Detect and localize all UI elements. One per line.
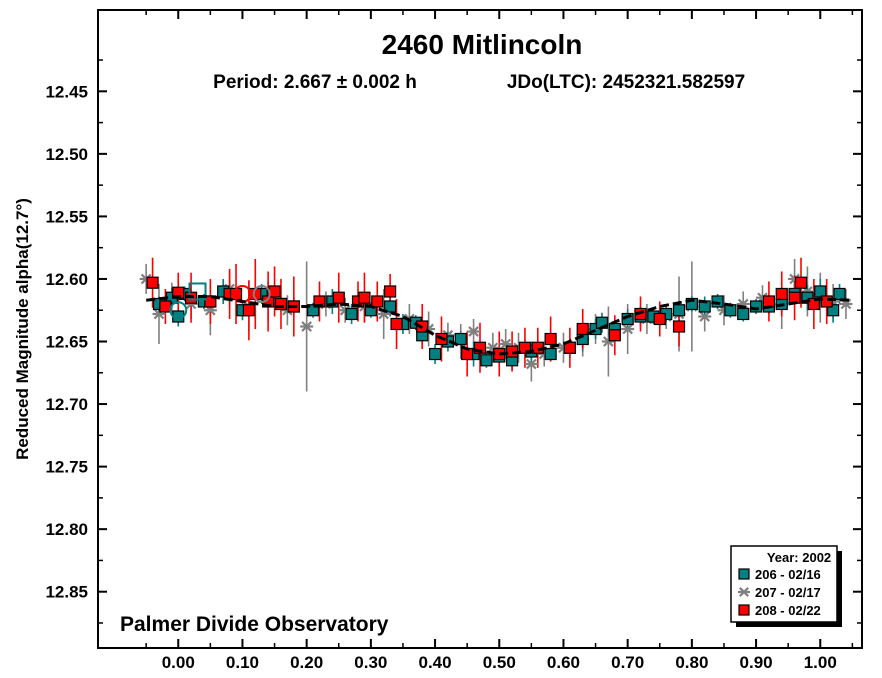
y-tick-label: 12.60	[45, 270, 88, 289]
data-point	[737, 307, 750, 321]
data-point	[827, 304, 840, 317]
data-point	[524, 358, 538, 370]
x-tick-label: 0.80	[675, 653, 708, 672]
data-point	[146, 276, 159, 289]
x-tick-label: 0.00	[162, 653, 195, 672]
data-point	[820, 295, 833, 308]
y-tick-label: 12.55	[45, 207, 88, 226]
data-point	[698, 311, 712, 322]
data-point	[274, 297, 288, 311]
data-point	[428, 347, 442, 361]
y-tick-label: 12.45	[45, 82, 88, 101]
data-point	[358, 291, 371, 304]
x-tick-label: 0.50	[483, 653, 516, 672]
x-tick-label: 1.00	[804, 653, 837, 672]
data-point	[794, 276, 808, 289]
data-point	[306, 304, 320, 317]
y-axis-label: Reduced Magnitude alpha(12.7°)	[13, 198, 32, 460]
data-point	[332, 291, 345, 304]
x-tick-label: 0.10	[226, 653, 259, 672]
y-axis-ticks: 12.45 12.50 12.55 12.60 12.65 12.70 12.75 12.80…	[45, 59, 862, 624]
data-point	[576, 322, 589, 336]
fit-curve-layer	[146, 295, 853, 356]
data-point	[749, 300, 763, 313]
data-point	[242, 304, 255, 317]
data-point	[518, 341, 532, 354]
highlight-marker	[252, 284, 271, 303]
data-point	[384, 300, 397, 313]
data-point	[685, 297, 698, 311]
data-point	[833, 287, 846, 301]
legend: Year: 2002 206 - 02/16 207 - 02/17 208 - 0…	[730, 545, 842, 627]
data-point	[268, 285, 281, 298]
x-tick-label: 0.40	[419, 653, 452, 672]
data-point	[544, 347, 557, 361]
data-point	[621, 312, 634, 326]
data-point	[384, 285, 397, 298]
highlight-marker	[188, 282, 207, 301]
data-point	[300, 321, 314, 332]
y-tick-label: 12.50	[45, 145, 88, 164]
legend-entry-label: 208 - 02/22	[755, 603, 821, 618]
plot-frame	[97, 9, 863, 649]
data-point	[544, 332, 557, 346]
data-point	[672, 304, 686, 317]
highlight-marker	[169, 301, 188, 320]
legend-entry: 207 - 02/17	[738, 585, 821, 600]
epoch-label: JDo(LTC): 2452321.582597	[507, 72, 745, 93]
y-tick-label: 12.75	[45, 458, 88, 477]
x-tick-label: 0.60	[547, 653, 580, 672]
data-point	[172, 286, 185, 299]
data-point	[738, 568, 750, 580]
data-point	[371, 295, 384, 308]
legend-entries: 206 - 02/16 207 - 02/17 208 - 02/22	[738, 567, 821, 618]
x-tick-label: 0.90	[740, 653, 773, 672]
chart-title: 2460 Mitlincoln	[382, 29, 583, 60]
data-point	[762, 295, 776, 308]
data-point	[653, 312, 666, 326]
data-point	[801, 291, 814, 304]
data-point	[672, 320, 686, 333]
data-point	[345, 307, 358, 321]
data-point	[467, 326, 481, 337]
data-point	[807, 297, 820, 311]
data-point	[738, 587, 750, 597]
data-point	[454, 332, 467, 346]
legend-entry-label: 207 - 02/17	[755, 585, 821, 600]
legend-entry-label: 206 - 02/16	[755, 567, 821, 582]
y-tick-label: 12.85	[45, 583, 88, 602]
data-point	[480, 354, 493, 367]
x-axis-ticks: 0.00 0.10 0.20 0.30 0.40 0.50 0.60 0.70 0.80 0.90…	[145, 10, 854, 672]
data-point	[473, 341, 487, 354]
y-tick-label: 12.80	[45, 520, 88, 539]
observatory-credit: Palmer Divide Observatory	[120, 613, 389, 636]
y-tick-label: 12.70	[45, 395, 88, 414]
data-point	[621, 323, 635, 335]
y-tick-label: 12.65	[45, 333, 88, 352]
legend-header: Year: 2002	[767, 550, 831, 565]
data-point	[204, 295, 217, 308]
x-tick-label: 0.70	[611, 653, 644, 672]
data-point	[738, 604, 750, 616]
x-tick-label: 0.20	[290, 653, 323, 672]
data-point	[390, 317, 403, 331]
fit-curve	[146, 295, 853, 356]
legend-entry: 206 - 02/16	[738, 567, 821, 582]
data-point	[608, 329, 621, 342]
data-point	[775, 287, 788, 301]
data-point	[814, 285, 827, 298]
data-point	[364, 304, 377, 317]
legend-entry: 208 - 02/22	[738, 603, 821, 618]
period-label: Period: 2.667 ± 0.002 h	[213, 72, 417, 93]
x-tick-label: 0.30	[354, 653, 387, 672]
